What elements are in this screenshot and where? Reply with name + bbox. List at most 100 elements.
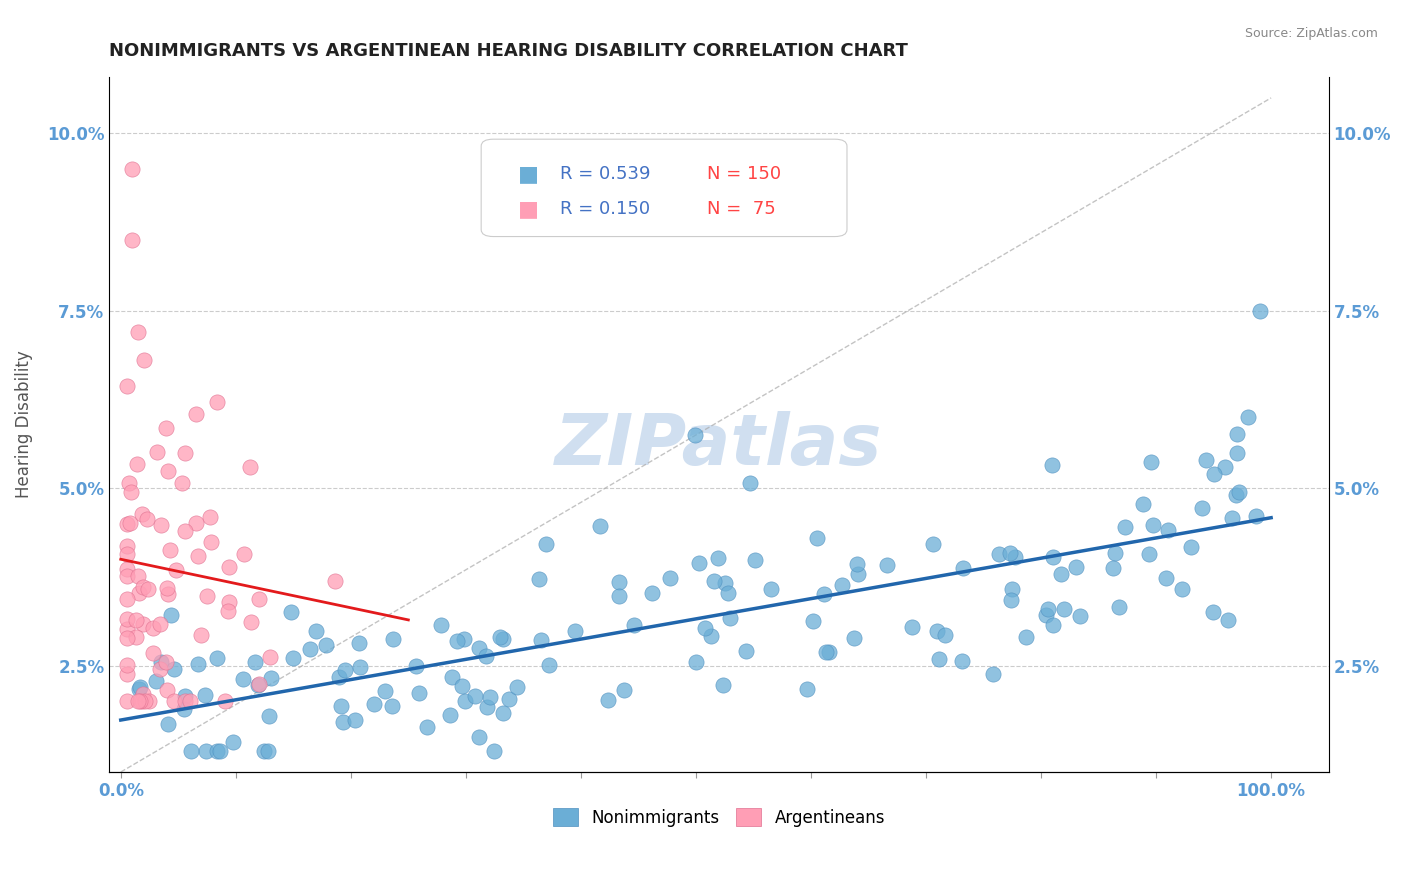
Argentineans bbox=[232, 547, 254, 561]
Argentineans bbox=[115, 694, 138, 708]
Nonimmigrants bbox=[160, 607, 183, 622]
Nonimmigrants bbox=[711, 678, 734, 692]
Nonimmigrants bbox=[1132, 497, 1154, 511]
Nonimmigrants bbox=[1218, 613, 1240, 627]
Argentineans bbox=[200, 534, 222, 549]
Argentineans bbox=[131, 507, 153, 521]
Nonimmigrants bbox=[846, 566, 869, 581]
Nonimmigrants bbox=[260, 671, 283, 685]
Nonimmigrants bbox=[1036, 601, 1059, 615]
Text: R = 0.150: R = 0.150 bbox=[561, 200, 651, 218]
Nonimmigrants bbox=[538, 658, 561, 673]
Nonimmigrants bbox=[1171, 582, 1194, 596]
Argentineans bbox=[136, 582, 159, 597]
Nonimmigrants bbox=[1114, 519, 1136, 533]
Nonimmigrants bbox=[163, 661, 186, 675]
Nonimmigrants bbox=[1202, 467, 1225, 481]
Argentineans bbox=[173, 524, 195, 539]
Nonimmigrants bbox=[922, 537, 945, 551]
Nonimmigrants bbox=[952, 654, 974, 668]
Nonimmigrants bbox=[381, 632, 404, 647]
Argentineans bbox=[173, 694, 195, 708]
Nonimmigrants bbox=[1064, 560, 1087, 574]
Nonimmigrants bbox=[934, 628, 956, 642]
Argentineans bbox=[142, 646, 165, 660]
Nonimmigrants bbox=[195, 744, 218, 758]
Argentineans bbox=[127, 694, 149, 708]
Argentineans bbox=[218, 595, 240, 609]
Nonimmigrants bbox=[194, 688, 217, 702]
Nonimmigrants bbox=[408, 686, 430, 700]
Argentineans bbox=[207, 395, 229, 409]
Argentineans bbox=[125, 630, 148, 644]
Argentineans bbox=[157, 464, 180, 478]
Argentineans bbox=[162, 694, 184, 708]
Argentineans bbox=[149, 662, 172, 676]
Nonimmigrants bbox=[527, 572, 550, 586]
Nonimmigrants bbox=[416, 720, 439, 734]
Argentineans bbox=[118, 516, 141, 531]
Argentineans bbox=[184, 407, 207, 421]
Nonimmigrants bbox=[876, 558, 898, 572]
Nonimmigrants bbox=[484, 744, 506, 758]
Nonimmigrants bbox=[187, 657, 209, 671]
Nonimmigrants bbox=[128, 681, 150, 696]
Y-axis label: Hearing Disability: Hearing Disability bbox=[15, 351, 32, 499]
Nonimmigrants bbox=[333, 663, 356, 677]
Nonimmigrants bbox=[492, 632, 515, 647]
Nonimmigrants bbox=[713, 576, 735, 591]
Argentineans bbox=[115, 591, 138, 606]
Argentineans bbox=[115, 569, 138, 583]
Nonimmigrants bbox=[1157, 523, 1180, 537]
Nonimmigrants bbox=[315, 638, 337, 652]
Nonimmigrants bbox=[257, 709, 280, 723]
Argentineans bbox=[135, 512, 157, 526]
Nonimmigrants bbox=[1069, 609, 1091, 624]
Argentineans bbox=[127, 569, 149, 583]
Nonimmigrants bbox=[740, 476, 762, 491]
Nonimmigrants bbox=[374, 684, 396, 698]
Nonimmigrants bbox=[1227, 484, 1250, 499]
Nonimmigrants bbox=[1249, 303, 1271, 318]
FancyBboxPatch shape bbox=[481, 139, 846, 236]
Nonimmigrants bbox=[1137, 548, 1160, 562]
Nonimmigrants bbox=[150, 655, 173, 669]
Legend: Nonimmigrants, Argentineans: Nonimmigrants, Argentineans bbox=[547, 802, 891, 833]
Nonimmigrants bbox=[349, 660, 371, 674]
Text: N =  75: N = 75 bbox=[707, 200, 776, 218]
Argentineans bbox=[186, 516, 208, 531]
Nonimmigrants bbox=[232, 672, 254, 686]
Argentineans bbox=[174, 446, 197, 460]
Nonimmigrants bbox=[222, 735, 245, 749]
Argentineans bbox=[155, 420, 177, 434]
Nonimmigrants bbox=[451, 679, 474, 693]
Nonimmigrants bbox=[180, 744, 202, 758]
Nonimmigrants bbox=[506, 680, 529, 694]
Nonimmigrants bbox=[981, 666, 1004, 681]
Nonimmigrants bbox=[735, 644, 758, 658]
Argentineans bbox=[132, 353, 155, 368]
Nonimmigrants bbox=[842, 631, 865, 645]
Argentineans bbox=[125, 613, 148, 627]
Argentineans bbox=[217, 604, 239, 618]
Argentineans bbox=[115, 516, 138, 531]
Argentineans bbox=[146, 445, 169, 459]
Nonimmigrants bbox=[700, 629, 723, 643]
Nonimmigrants bbox=[464, 689, 486, 703]
Argentineans bbox=[115, 631, 138, 645]
Nonimmigrants bbox=[1050, 566, 1073, 581]
Text: ■: ■ bbox=[517, 199, 538, 219]
Argentineans bbox=[190, 628, 212, 642]
Nonimmigrants bbox=[1035, 608, 1057, 623]
Argentineans bbox=[121, 233, 143, 247]
Nonimmigrants bbox=[468, 640, 491, 655]
Nonimmigrants bbox=[489, 630, 512, 644]
Argentineans bbox=[129, 694, 152, 708]
Nonimmigrants bbox=[1220, 511, 1243, 525]
Argentineans bbox=[239, 460, 262, 475]
Nonimmigrants bbox=[1244, 509, 1267, 524]
Nonimmigrants bbox=[1053, 602, 1076, 616]
Nonimmigrants bbox=[479, 690, 502, 704]
Nonimmigrants bbox=[685, 655, 707, 669]
Nonimmigrants bbox=[1237, 410, 1260, 425]
